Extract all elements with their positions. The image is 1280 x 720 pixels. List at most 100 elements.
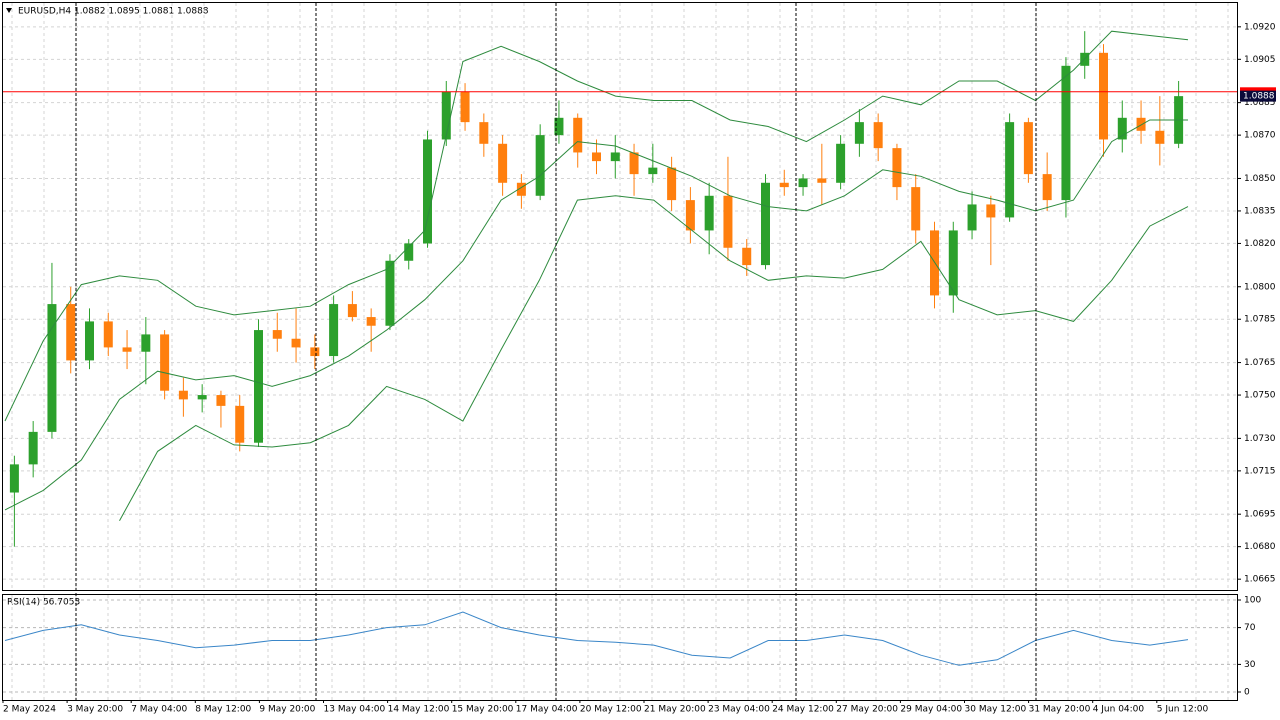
candle-body [648,167,658,175]
y-tick-label: 1.0905 [1244,55,1276,65]
candle-body [28,431,38,465]
candle-body [1155,130,1165,144]
candle-body [1005,122,1015,218]
candle-body [85,321,94,361]
y-tick-label: 1.0885 [1244,98,1276,108]
candle-body [291,338,301,348]
candle-body [460,91,470,123]
candle-body [1117,117,1127,140]
rsi-tick-label: 100 [1244,596,1261,606]
candle-body [272,330,282,339]
x-tick-label: 9 May 20:00 [259,705,315,715]
line-series [119,195,1189,521]
price-panel-frame [2,2,1238,591]
x-tick-label: 14 May 12:00 [388,705,450,715]
line-series [4,611,1189,666]
y-tick-label: 1.0920 [1244,22,1276,32]
y-tick-label: 1.0715 [1244,466,1276,476]
candle-body [197,395,207,400]
candle-body [441,91,451,140]
x-tick-label: 4 Jun 04:00 [1093,705,1145,715]
candle-body [554,117,564,136]
candle-body [254,330,263,443]
candle-body [66,304,76,361]
candle-body [178,390,188,400]
x-tick-label: 5 Jun 12:00 [1157,705,1209,715]
candle-body [366,317,376,326]
y-tick-label: 1.0850 [1244,174,1276,184]
candle-body [685,200,695,231]
rsi-tick-label: 0 [1244,688,1250,698]
candle-body [122,347,132,352]
candle-body [1136,117,1146,131]
candle-body [385,260,395,326]
candle-body [779,182,789,188]
symbol-header: EURUSD,H4 1.0882 1.0895 1.0881 1.0888 [18,7,209,17]
line-series [4,30,1189,422]
x-tick-label: 8 May 12:00 [195,705,251,715]
candle-body [47,304,57,432]
candle-body [235,405,245,443]
x-tick-label: 30 May 12:00 [965,705,1027,715]
candle-body [592,152,601,162]
candle-body [535,135,545,196]
candle-body [103,321,113,348]
candle-body [798,178,808,188]
candle-body [742,247,752,266]
x-tick-label: 23 May 04:00 [708,705,770,715]
y-tick-label: 1.0665 [1244,575,1276,585]
last-price-label: 1.0888 [1243,92,1275,102]
y-tick-label: 1.0680 [1244,542,1276,552]
candle-body [1099,52,1108,140]
y-tick-label: 1.0820 [1244,239,1276,249]
candle-body [329,304,339,357]
y-tick-label: 1.0765 [1244,358,1276,368]
y-tick-label: 1.0695 [1244,510,1276,520]
candle-body [479,122,489,144]
x-tick-label: 2 May 2024 [3,705,56,715]
candle-body [404,243,414,261]
x-tick-label: 27 May 20:00 [836,705,898,715]
x-tick-label: 3 May 20:00 [67,705,123,715]
candle-body [310,347,320,357]
candle-body [836,143,846,183]
y-tick-label: 1.0730 [1244,434,1276,444]
y-tick-label: 1.0750 [1244,391,1276,401]
rsi-tick-label: 30 [1244,660,1256,670]
candle-body [854,122,864,144]
x-tick-label: 29 May 04:00 [900,705,962,715]
x-tick-label: 17 May 04:00 [516,705,578,715]
candle-body [141,334,151,352]
candle-body [423,139,432,244]
x-tick-label: 31 May 20:00 [1029,705,1091,715]
candle-body [610,152,620,162]
y-tick-label: 1.0785 [1244,315,1276,325]
candle-body [160,334,170,391]
collapse-arrow [6,8,12,13]
candle-body [216,395,226,406]
last-price-tag [1240,90,1276,102]
rsi-panel-frame [2,594,1238,701]
x-tick-label: 21 May 20:00 [644,705,706,715]
candle-body [1061,65,1071,201]
line-series [4,119,1188,511]
candle-body [723,195,733,248]
candle-body [948,230,958,296]
y-tick-label: 1.0870 [1244,131,1276,141]
candle-body [986,204,996,218]
y-tick-label: 1.0800 [1244,282,1276,292]
y-tick-label: 1.0835 [1244,206,1276,216]
candle-body [9,464,19,493]
candle-body [347,304,357,318]
candle-body [892,148,902,188]
candle-body [911,187,921,231]
x-tick-label: 7 May 04:00 [131,705,187,715]
candle-body [498,143,508,183]
candle-body [629,152,639,175]
candle-body [817,178,827,183]
candle-body [1023,122,1033,175]
candle-body [667,167,677,201]
x-tick-label: 24 May 12:00 [772,705,834,715]
candle-body [967,204,977,231]
